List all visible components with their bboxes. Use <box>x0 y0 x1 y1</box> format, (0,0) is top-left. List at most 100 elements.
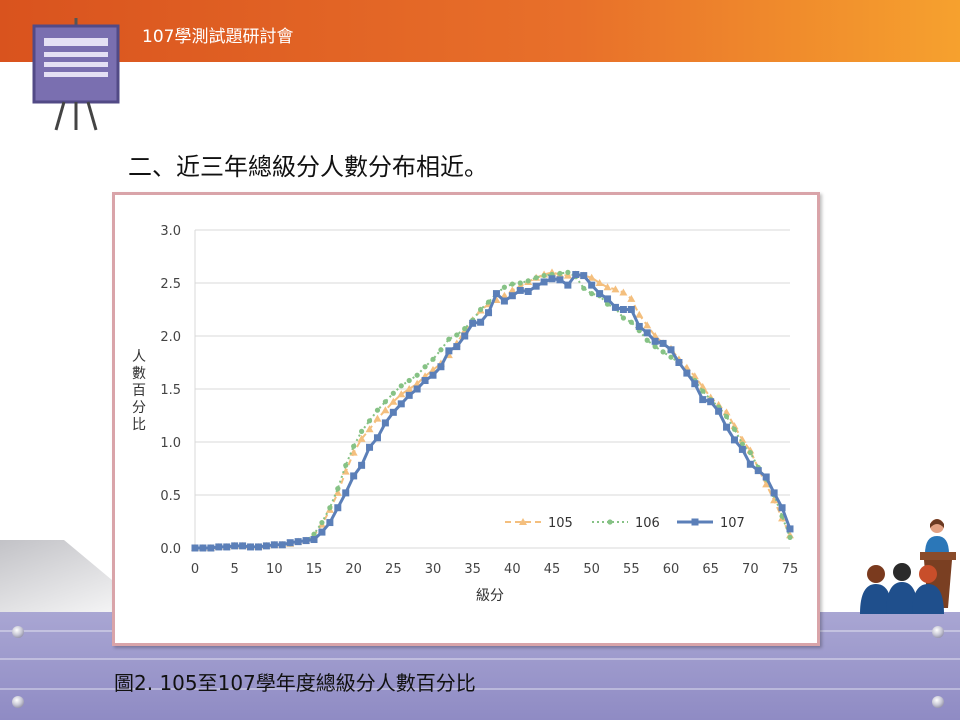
data-point <box>262 542 270 550</box>
screw-icon <box>12 626 24 638</box>
slide-heading: 二、近三年總級分人數分布相近。 <box>128 153 488 181</box>
data-point <box>754 467 762 475</box>
data-point <box>722 408 731 416</box>
legend-marker <box>519 518 527 525</box>
legend-marker <box>691 518 699 526</box>
data-point <box>366 443 374 451</box>
data-point <box>652 344 658 350</box>
screw-icon <box>932 696 944 708</box>
data-point <box>381 406 390 414</box>
audience-icon <box>860 563 944 614</box>
data-point <box>373 414 382 422</box>
data-point <box>619 306 627 313</box>
data-point <box>485 309 493 317</box>
data-point <box>596 290 604 298</box>
data-point <box>461 332 469 340</box>
data-point <box>429 371 437 379</box>
data-point <box>270 541 278 549</box>
data-point <box>762 473 770 481</box>
data-point <box>595 279 604 286</box>
data-point <box>414 372 420 378</box>
data-point <box>541 272 547 279</box>
data-point <box>500 291 509 299</box>
data-point <box>635 322 643 330</box>
data-point <box>478 306 484 313</box>
data-point <box>524 287 532 295</box>
x-axis-label: 級分 <box>476 588 504 604</box>
x-tick-label: 55 <box>623 562 640 577</box>
data-point <box>374 407 381 413</box>
screw-icon <box>12 696 24 708</box>
data-point <box>668 354 674 360</box>
data-point <box>659 339 667 347</box>
data-point <box>382 399 388 405</box>
data-point <box>454 332 460 338</box>
data-point <box>770 496 779 504</box>
x-tick-label: 10 <box>266 562 283 577</box>
data-point <box>770 489 778 497</box>
data-point <box>500 297 508 305</box>
data-point <box>422 364 428 370</box>
data-point <box>349 448 358 456</box>
data-point <box>333 488 342 496</box>
data-point <box>207 544 215 552</box>
x-tick-label: 40 <box>504 562 521 577</box>
legend-label: 107 <box>720 516 745 531</box>
data-point <box>446 336 452 342</box>
y-tick-label: 1.0 <box>160 436 181 451</box>
data-point <box>603 283 612 291</box>
data-point <box>485 299 492 305</box>
data-point <box>746 460 754 468</box>
x-tick-label: 75 <box>782 562 799 577</box>
data-point <box>581 285 587 291</box>
data-point <box>731 426 738 432</box>
data-point <box>589 291 595 297</box>
data-point <box>311 531 317 537</box>
series-105 <box>191 268 794 551</box>
data-point <box>351 443 357 449</box>
y-axis-label: 人數百分比 <box>132 349 146 433</box>
data-point <box>699 396 707 404</box>
data-point <box>611 285 620 293</box>
x-tick-label: 0 <box>191 562 199 577</box>
data-point <box>365 425 374 433</box>
x-tick-label: 50 <box>583 562 600 577</box>
y-tick-label: 2.0 <box>160 330 181 345</box>
data-point <box>381 419 389 427</box>
legend-marker <box>607 519 613 525</box>
y-tick-label: 1.5 <box>160 383 181 398</box>
x-tick-label: 60 <box>663 562 680 577</box>
data-point <box>564 281 572 289</box>
data-point <box>254 543 262 551</box>
data-point <box>620 315 626 321</box>
data-point <box>327 505 333 511</box>
data-point <box>787 534 793 540</box>
data-point <box>587 273 596 281</box>
x-tick-label: 65 <box>702 562 719 577</box>
data-point <box>691 380 699 388</box>
data-point <box>667 346 675 354</box>
speaker-podium-icon <box>920 519 956 608</box>
chart-legend: 105 106 107 <box>505 516 745 531</box>
data-point <box>525 278 531 284</box>
data-point <box>199 544 207 552</box>
x-tick-label: 15 <box>306 562 323 577</box>
x-tick-label: 70 <box>742 562 759 577</box>
data-point <box>405 391 413 399</box>
data-point <box>707 398 715 406</box>
data-point <box>445 347 453 355</box>
data-point <box>438 347 444 353</box>
series-107 <box>191 271 794 552</box>
presentation-title: 107學測試題研討會 <box>142 27 294 47</box>
chart-frame: 0.0 0.5 1.0 1.5 2.0 2.5 3.0 0 5 10 15 20 25 30 35 40 45… <box>112 192 820 646</box>
data-point <box>358 461 366 469</box>
data-point <box>319 519 325 526</box>
line-chart: 0.0 0.5 1.0 1.5 2.0 2.5 3.0 0 5 10 15 20 25 30 35 40 45… <box>132 224 799 604</box>
data-point <box>343 462 349 468</box>
data-point <box>366 418 373 424</box>
data-point <box>397 390 406 398</box>
data-point <box>723 413 730 420</box>
data-point <box>390 390 396 396</box>
series-layer <box>191 268 794 552</box>
data-point <box>604 295 612 303</box>
